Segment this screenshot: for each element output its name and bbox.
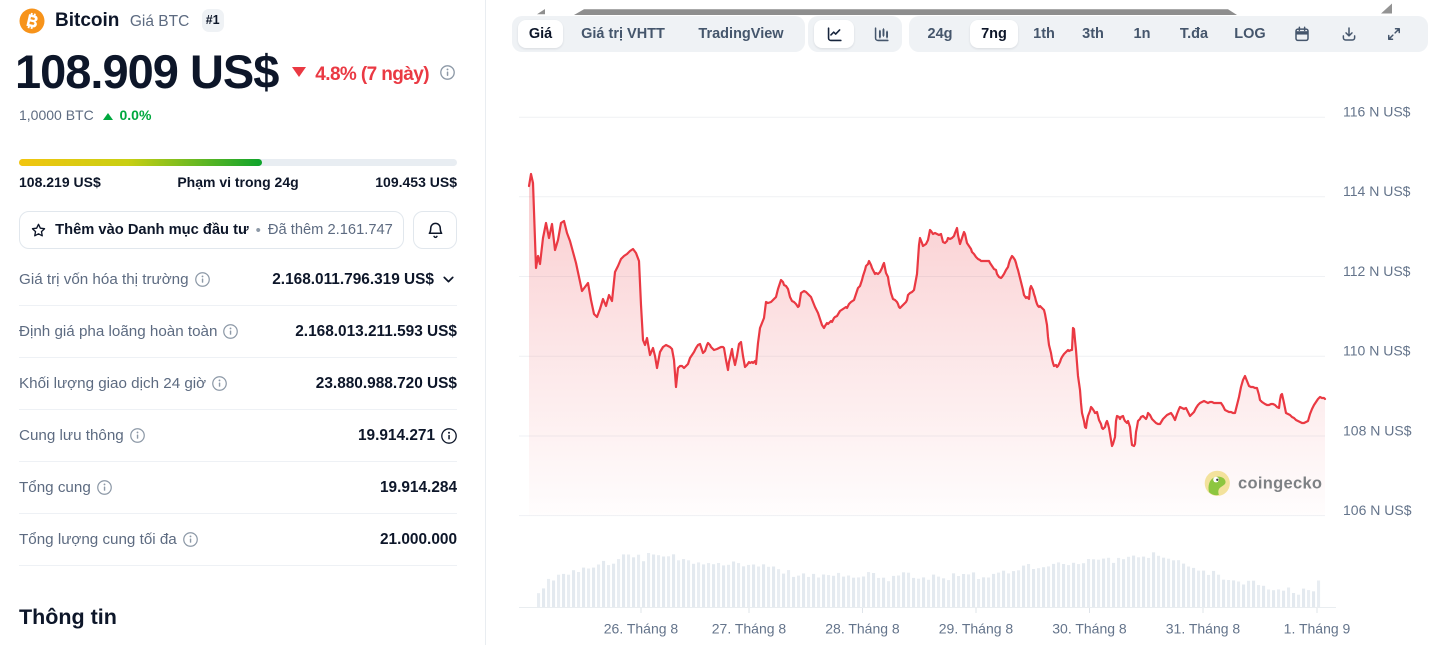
svg-text:27. Tháng 8: 27. Tháng 8 xyxy=(712,621,787,637)
svg-text:112 N US$: 112 N US$ xyxy=(1343,263,1411,279)
svg-text:30. Tháng 8: 30. Tháng 8 xyxy=(1052,621,1127,637)
svg-text:106 N US$: 106 N US$ xyxy=(1343,502,1412,518)
svg-text:coingecko: coingecko xyxy=(1238,475,1322,493)
svg-text:1. Tháng 9: 1. Tháng 9 xyxy=(1284,621,1351,637)
svg-text:108 N US$: 108 N US$ xyxy=(1343,422,1412,438)
svg-text:31. Tháng 8: 31. Tháng 8 xyxy=(1166,621,1241,637)
svg-text:110 N US$: 110 N US$ xyxy=(1343,343,1411,359)
svg-text:29. Tháng 8: 29. Tháng 8 xyxy=(939,621,1014,637)
svg-text:26. Tháng 8: 26. Tháng 8 xyxy=(604,621,679,637)
svg-text:28. Tháng 8: 28. Tháng 8 xyxy=(825,621,900,637)
svg-text:114 N US$: 114 N US$ xyxy=(1343,183,1411,199)
svg-text:116 N US$: 116 N US$ xyxy=(1343,104,1411,120)
